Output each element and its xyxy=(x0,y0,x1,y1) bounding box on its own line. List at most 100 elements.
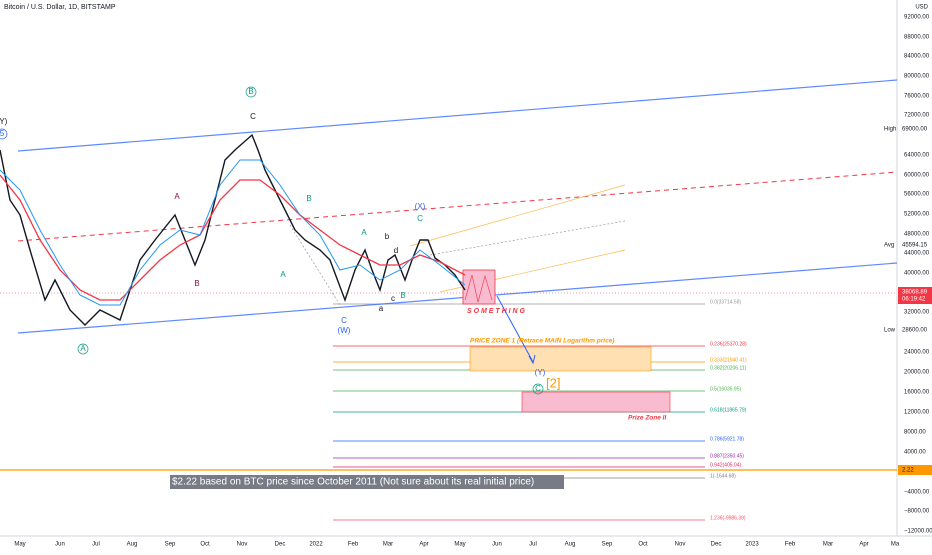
fib-label: 1.236(-9986.39) xyxy=(710,515,746,521)
price-tag-value: 69000.00 xyxy=(902,127,928,133)
fib-label: 0.236(25370.28) xyxy=(710,341,747,347)
price-tag xyxy=(898,124,932,134)
price-tag-value: 38068.89 xyxy=(902,290,928,296)
fib-label: 0.887(2350.45) xyxy=(710,453,744,459)
price-tick-label: 40000.00 xyxy=(904,271,930,277)
price-tick-label: −12000.00 xyxy=(904,529,932,535)
time-tick-label: Oct xyxy=(200,542,210,548)
price-tag-value: 28600.00 xyxy=(902,328,928,334)
wave-label: C xyxy=(535,384,541,393)
wave-label: 5 xyxy=(0,129,5,138)
price-tick-label: 60000.00 xyxy=(904,173,930,179)
trend-line xyxy=(409,184,626,247)
time-tick-label: Apr xyxy=(859,542,868,548)
wave-label: d xyxy=(394,246,398,255)
time-tick-label: Feb xyxy=(348,542,359,548)
price-tick-label: 48000.00 xyxy=(904,232,930,238)
price-tag-value: 2.22 xyxy=(902,468,914,474)
wave-label: A xyxy=(361,228,367,237)
wave-label: a xyxy=(379,304,384,313)
zigzag xyxy=(464,274,493,303)
chart-title: Bitcoin / U.S. Dollar, 1D, BITSTAMP xyxy=(4,4,116,11)
time-tick-label: Aug xyxy=(127,542,138,548)
channel-upper xyxy=(17,79,898,152)
price-tick-label: 16000.00 xyxy=(904,390,930,396)
price-tick-label: 88000.00 xyxy=(904,35,930,41)
time-tick-label: Apr xyxy=(419,542,428,548)
price-tick-label: 84000.00 xyxy=(904,54,930,60)
wave-label: A xyxy=(80,344,86,353)
fib-label: 0.5(16035.95) xyxy=(710,386,741,392)
price-tag-name: Avg xyxy=(884,243,894,249)
price-line xyxy=(0,133,466,326)
price-tick-label: 20000.00 xyxy=(904,370,930,376)
price-tag xyxy=(898,465,932,475)
price-tick-label: 4000.00 xyxy=(904,450,926,456)
wave-label: B xyxy=(248,87,253,96)
time-tick-label: Dec xyxy=(711,542,722,548)
wave-label: B xyxy=(306,194,311,203)
price-tag xyxy=(898,287,932,304)
moving-average xyxy=(0,174,466,301)
time-tick-label: Jul xyxy=(92,542,100,548)
projection-arrow xyxy=(496,295,534,363)
fib-label: 0.333(21940.41) xyxy=(710,357,747,363)
price-tick-label: 72000.00 xyxy=(904,113,930,119)
price-tick-label: 24000.00 xyxy=(904,350,930,356)
banner-bg xyxy=(170,475,564,489)
time-tick-label: Jun xyxy=(492,542,502,548)
time-tick-label: Nov xyxy=(675,542,686,548)
time-tick-label: May xyxy=(454,542,465,548)
fib-label: 0.382(20206.11) xyxy=(710,365,747,371)
moving-average xyxy=(0,159,466,306)
wave-label: A xyxy=(280,270,286,279)
fib-label: 0.0(33714.58) xyxy=(710,299,741,305)
wave-circle xyxy=(245,86,257,98)
annotation: S O M E T H I N G xyxy=(467,308,526,315)
wave-label: C xyxy=(417,214,423,223)
time-tick-label: Sep xyxy=(602,542,613,548)
wave-label: (X) xyxy=(415,202,426,211)
time-tick-label: Jul xyxy=(529,542,537,548)
trend-line xyxy=(429,220,626,256)
time-tick-label: Dec xyxy=(275,542,286,548)
arrow-head xyxy=(528,354,536,365)
wave-label: B xyxy=(194,279,199,288)
wave-circle xyxy=(532,383,544,395)
price-tick-label: 92000.00 xyxy=(904,15,930,21)
time-tick-label: Nov xyxy=(237,542,248,548)
time-tick-label: 2023 xyxy=(745,542,759,548)
fib-label: 0.942(405.04) xyxy=(710,462,741,468)
wave-label: b xyxy=(385,232,390,241)
time-tick-label: Jun xyxy=(55,542,65,548)
wave-circle xyxy=(77,343,89,355)
time-tick-label: Mar xyxy=(383,542,393,548)
channel-lower xyxy=(17,262,898,334)
price-tag-value: 45594.15 xyxy=(902,243,928,249)
price-zone-1 xyxy=(469,346,652,372)
fib-label: 1(-1644.68) xyxy=(710,473,736,479)
channel-mid xyxy=(17,171,898,242)
price-tag-name: High xyxy=(884,127,896,133)
price-tick-label: −8000.00 xyxy=(904,509,930,515)
time-tick-label: Mar xyxy=(823,542,833,548)
time-tick-label: 2022 xyxy=(309,542,323,548)
wave-label: B xyxy=(400,291,405,300)
price-tick-label: 76000.00 xyxy=(904,94,930,100)
wave-label: A xyxy=(174,192,180,201)
price-tag-name: Low xyxy=(884,328,896,334)
fib-label: 0.786(5921.78) xyxy=(710,436,744,442)
wave-label: c xyxy=(391,294,395,303)
currency: USD xyxy=(915,5,928,11)
annotation: Prize Zone II xyxy=(628,415,666,422)
price-tick-label: 44000.00 xyxy=(904,251,930,257)
price-tag xyxy=(898,325,932,335)
time-tick-label: Feb xyxy=(785,542,796,548)
price-tick-label: 12000.00 xyxy=(904,410,930,416)
banner: $2.22 based on BTC price since October 2… xyxy=(172,477,534,488)
price-zone-2 xyxy=(521,391,671,413)
price-tick-label: −4000.00 xyxy=(904,490,930,496)
price-tick-label: 52000.00 xyxy=(904,212,930,218)
annotation: PRICE ZONE 1 (Retrace MAIN Logarithm pri… xyxy=(470,338,614,345)
